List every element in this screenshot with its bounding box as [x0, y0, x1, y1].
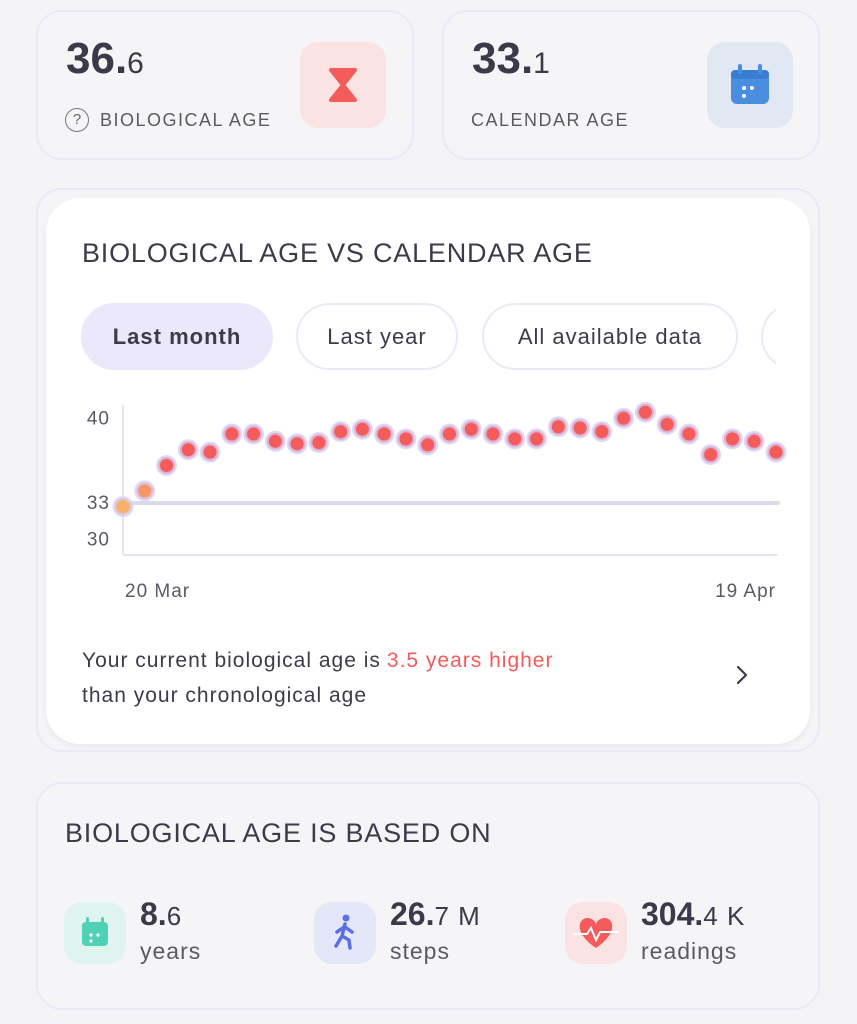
- value-fraction: 7 M: [434, 901, 481, 931]
- chart-title: BIOLOGICAL AGE VS CALENDAR AGE: [82, 238, 593, 268]
- data-point: [526, 428, 548, 450]
- y-tick-label: 30: [87, 529, 110, 550]
- tab[interactable]: All available data: [482, 303, 738, 370]
- data-point: [678, 423, 700, 445]
- data-point: [482, 423, 504, 445]
- stat-value: 26.7 M: [390, 896, 481, 933]
- y-tick-label: 40: [87, 409, 110, 430]
- data-point: [743, 430, 765, 452]
- x-tick-label: 20 Mar: [125, 581, 190, 602]
- value-fraction: 4 K: [703, 901, 746, 931]
- data-point: [330, 421, 352, 443]
- calendar-icon: [707, 42, 793, 128]
- value-fraction: 6: [166, 901, 183, 931]
- biological-age-value: 36.6: [66, 34, 145, 84]
- data-point: [656, 413, 678, 435]
- tab[interactable]: [761, 303, 776, 370]
- data-point: [112, 496, 134, 518]
- data-point: [460, 418, 482, 440]
- value-whole: 26.: [390, 896, 435, 932]
- section-title: BIOLOGICAL AGE IS BASED ON: [65, 818, 492, 848]
- data-point: [243, 423, 265, 445]
- value-whole: 36.: [66, 34, 128, 83]
- data-point: [264, 430, 286, 452]
- value-whole: 304.: [641, 896, 704, 932]
- value-fraction: 6: [127, 47, 145, 80]
- chevron[interactable]: [730, 662, 754, 688]
- message-highlight: 3.5 years higher: [386, 649, 554, 672]
- biological-age-card[interactable]: 36.6 ? BIOLOGICAL AGE: [36, 10, 414, 160]
- data-point: [417, 434, 439, 456]
- y-tick-label: 33: [87, 493, 110, 514]
- data-point: [373, 423, 395, 445]
- value-fraction: 1: [533, 47, 551, 80]
- value-whole: 8.: [140, 896, 167, 932]
- icon-svg: [573, 918, 619, 948]
- data-point: [765, 441, 787, 463]
- card-label: CALENDAR AGE: [471, 110, 630, 130]
- data-point: [700, 444, 722, 466]
- data-point: [221, 423, 243, 445]
- data-point: [634, 401, 656, 423]
- x-tick-label: 19 Apr: [715, 581, 776, 602]
- summary-message[interactable]: Your current biological age is 3.5 years …: [82, 643, 553, 713]
- data-point: [504, 428, 526, 450]
- data-point: [395, 428, 417, 450]
- stat-value: 8.6: [140, 896, 182, 933]
- tab[interactable]: Last month: [81, 303, 273, 370]
- hourglass-icon: [300, 42, 386, 128]
- value-whole: 33.: [472, 34, 534, 83]
- icon-svg: [334, 914, 354, 950]
- data-point: [286, 433, 308, 455]
- tab[interactable]: Last year: [296, 303, 458, 370]
- message-text: than your chronological age: [82, 684, 368, 707]
- data-point: [591, 421, 613, 443]
- data-point: [156, 454, 178, 476]
- data-point: [613, 407, 635, 429]
- data-point: [439, 423, 460, 445]
- calendar-age-card[interactable]: 33.1 CALENDAR AGE: [442, 10, 820, 160]
- tab-strip: Last month Last year All available data: [46, 300, 776, 374]
- data-point: [351, 418, 373, 440]
- calendar-age-value: 33.1: [472, 34, 551, 84]
- data-point: [177, 439, 199, 461]
- stat-value: 304.4 K: [641, 896, 745, 933]
- hourglass-svg: [329, 68, 357, 102]
- steps-icon: [314, 902, 376, 964]
- stat-unit: years: [140, 938, 202, 964]
- chart: 30 33 40 20 Mar 19 Apr: [87, 401, 787, 602]
- based-on-card: BIOLOGICAL AGE IS BASED ON 8.6 years 26.7 …: [36, 782, 820, 1010]
- data-point: [134, 480, 156, 502]
- message-text: Your current biological age is: [82, 649, 381, 672]
- data-point: [308, 432, 330, 453]
- stat-unit: readings: [641, 938, 738, 964]
- data-point: [199, 441, 221, 463]
- calendar-icon: [64, 902, 126, 964]
- data-point: [721, 428, 743, 450]
- card-label: BIOLOGICAL AGE: [100, 110, 272, 130]
- heart-icon: [565, 902, 627, 964]
- help-icon[interactable]: ?: [65, 108, 89, 132]
- data-point: [547, 416, 569, 438]
- data-point: [569, 417, 591, 439]
- stat-unit: steps: [390, 938, 450, 964]
- icon-svg: [82, 917, 108, 946]
- calendar-svg: [731, 64, 769, 104]
